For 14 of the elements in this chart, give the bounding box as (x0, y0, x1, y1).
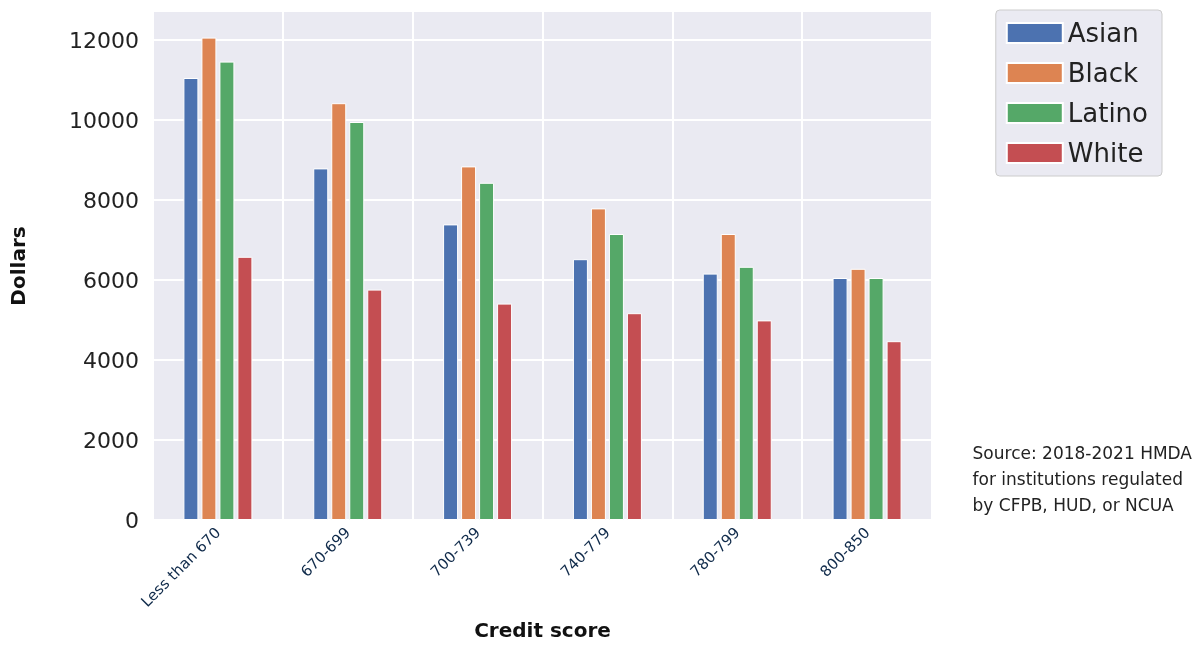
y-axis-title: Dollars (6, 226, 30, 306)
legend-label: Latino (1067, 98, 1149, 128)
y-tick-label: 10000 (69, 107, 139, 133)
y-tick-label: 4000 (83, 347, 139, 373)
y-tick-label: 12000 (69, 27, 139, 53)
y-tick-label: 8000 (83, 187, 139, 213)
source-note: Source: 2018-2021 HMDA for institutions regulated by CFPB, HUD, or NCUA (972, 443, 1193, 515)
y-tick-label: 2000 (83, 427, 139, 453)
y-tick-label: 6000 (83, 267, 139, 293)
legend-label: Asian (1067, 18, 1139, 48)
legend-label: Black (1067, 58, 1139, 88)
y-tick-label: 0 (125, 507, 139, 533)
legend-label: White (1067, 138, 1144, 168)
x-axis-title: Credit score (474, 618, 611, 642)
